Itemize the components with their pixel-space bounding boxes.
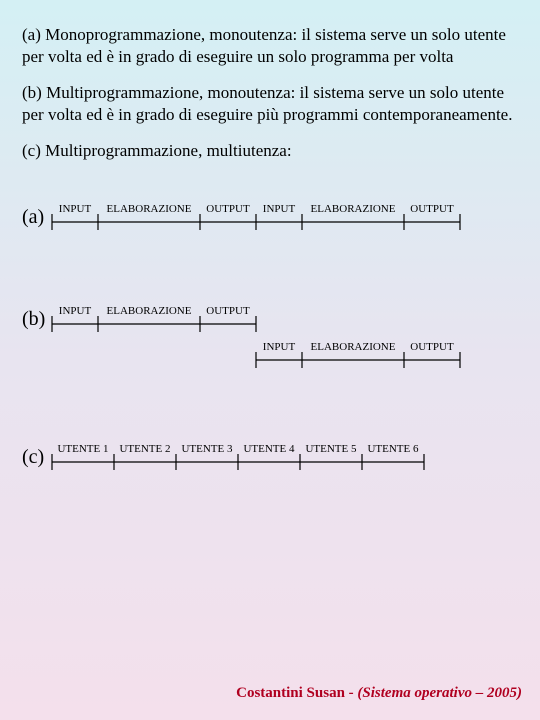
svg-text:ELABORAZIONE: ELABORAZIONE — [311, 341, 396, 353]
svg-text:OUTPUT: OUTPUT — [410, 341, 454, 353]
svg-text:ELABORAZIONE: ELABORAZIONE — [107, 203, 192, 215]
svg-text:UTENTE 2: UTENTE 2 — [119, 443, 170, 455]
svg-text:OUTPUT: OUTPUT — [206, 203, 250, 215]
footer-credit: Costantini Susan - (Sistema operativo – … — [236, 685, 522, 702]
svg-text:OUTPUT: OUTPUT — [410, 203, 454, 215]
label-c: (c) — [22, 446, 50, 469]
footer-author: Costantini Susan — [236, 685, 345, 701]
svg-text:INPUT: INPUT — [263, 341, 296, 353]
svg-text:ELABORAZIONE: ELABORAZIONE — [311, 203, 396, 215]
paragraph-c: (c) Multiprogrammazione, multiutenza: — [22, 140, 518, 162]
diagram-a: INPUT ELABORAZIONE OUTPUT INPUT ELABORAZIONE… — [50, 198, 520, 238]
svg-text:UTENTE 6: UTENTE 6 — [367, 443, 419, 455]
label-b: (b) — [22, 308, 50, 331]
svg-text:UTENTE 5: UTENTE 5 — [305, 443, 357, 455]
svg-text:INPUT: INPUT — [59, 203, 92, 215]
svg-text:ELABORAZIONE: ELABORAZIONE — [107, 305, 192, 317]
svg-text:UTENTE 4: UTENTE 4 — [243, 443, 295, 455]
diagram-b: INPUT ELABORAZIONE OUTPUT INPUT ELABORAZIONE… — [50, 300, 520, 376]
footer-sep: - — [345, 685, 358, 701]
svg-text:INPUT: INPUT — [263, 203, 296, 215]
paragraph-a: (a) Monoprogrammazione, monoutenza: il s… — [22, 24, 518, 68]
label-a: (a) — [22, 206, 50, 229]
svg-text:INPUT: INPUT — [59, 305, 92, 317]
diagram-c: UTENTE 1 UTENTE 2 UTENTE 3 UTENTE 4 UTENTE 5… — [50, 438, 520, 478]
svg-text:OUTPUT: OUTPUT — [206, 305, 250, 317]
footer-work: (Sistema operativo – 2005) — [357, 685, 522, 701]
paragraph-b: (b) Multiprogrammazione, monoutenza: il … — [22, 82, 518, 126]
svg-text:UTENTE 1: UTENTE 1 — [57, 443, 108, 455]
svg-text:UTENTE 3: UTENTE 3 — [181, 443, 233, 455]
